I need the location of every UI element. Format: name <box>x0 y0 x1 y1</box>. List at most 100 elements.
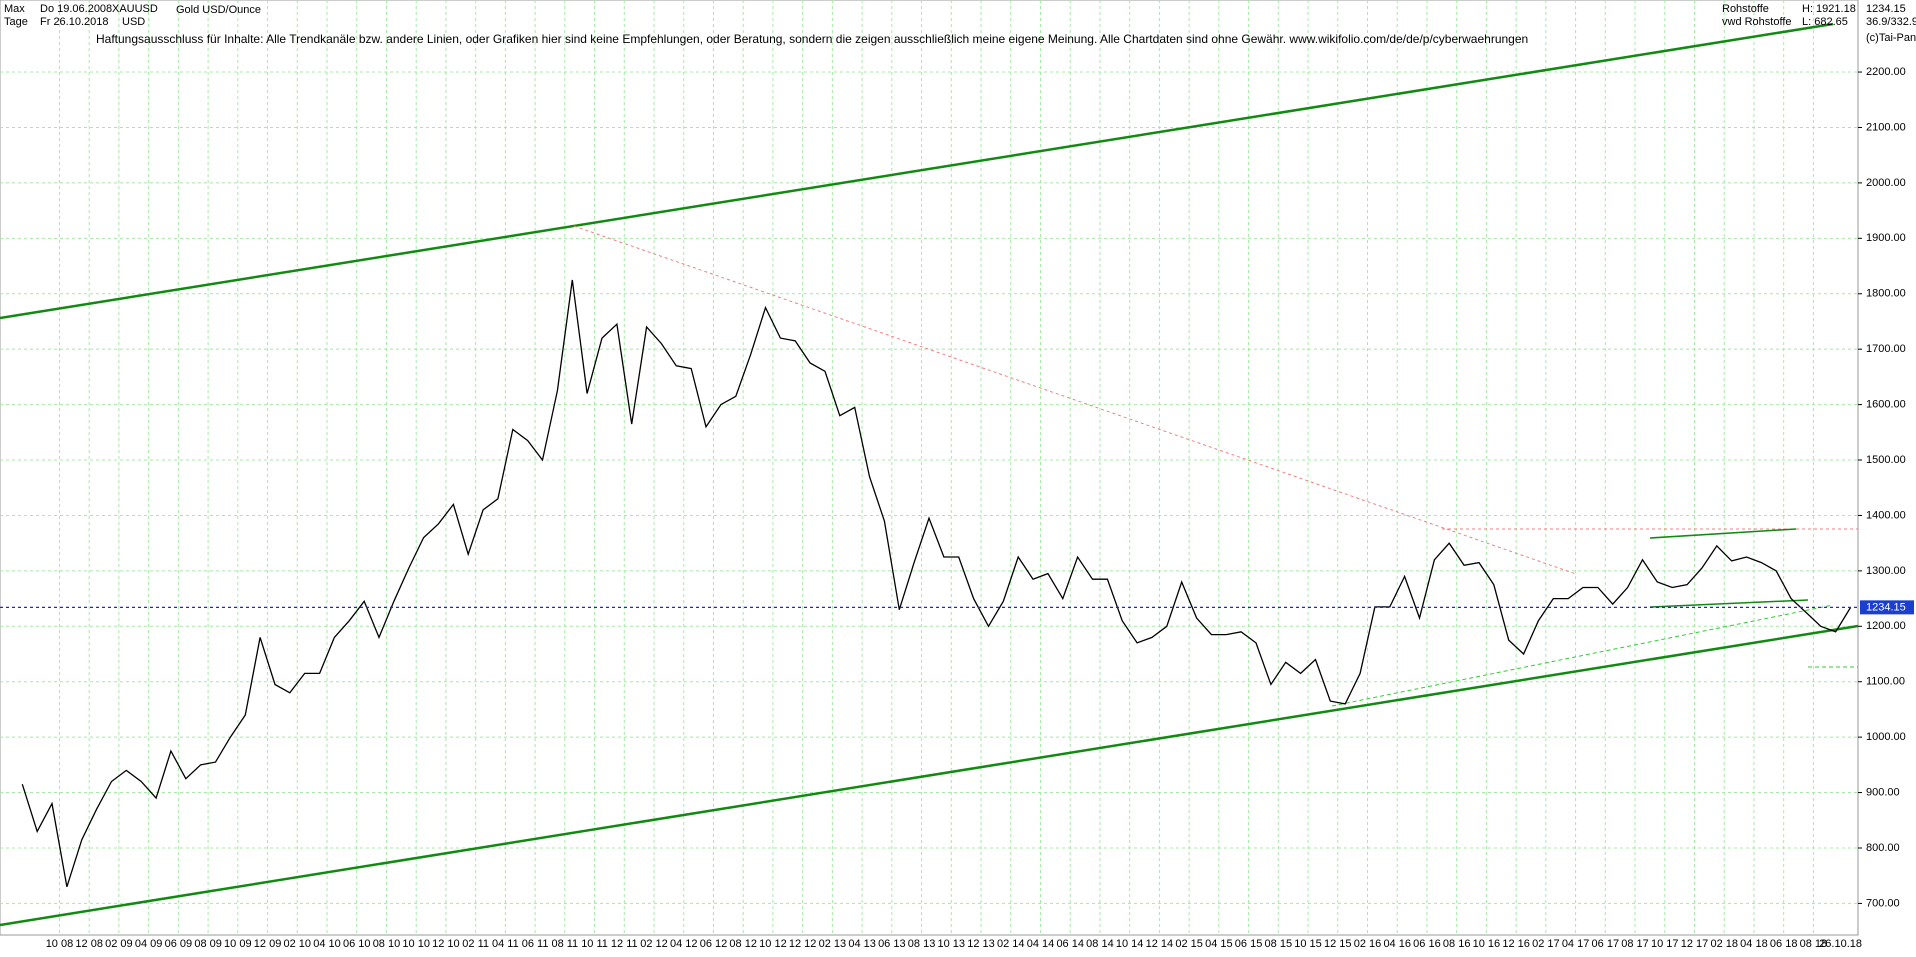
y-tick-label: 900.00 <box>1866 786 1900 798</box>
x-tick-label: 08 12 <box>729 938 757 950</box>
symbol: XAUUSD <box>112 3 158 15</box>
x-tick-label: 12 17 <box>1681 938 1709 950</box>
x-tick-label: 10 11 <box>581 938 608 950</box>
x-tick-label: 10 17 <box>1651 938 1679 950</box>
low: L: 682.65 <box>1802 16 1848 28</box>
y-tick-label: 1800.00 <box>1866 288 1906 300</box>
instrument-name: Gold USD/Ounce <box>176 4 261 16</box>
x-tick-label: 02 10 <box>284 938 312 950</box>
high: H: 1921.18 <box>1802 3 1856 15</box>
channel-lower <box>0 624 1859 927</box>
trend-green <box>1331 604 1834 707</box>
x-tick-label: 06 11 <box>522 938 549 950</box>
x-tick-label: 12 11 <box>611 938 638 950</box>
x-tick-label: 04 14 <box>1027 938 1055 950</box>
x-tick-label: 10 10 <box>402 938 430 950</box>
x-tick-label: 08 17 <box>1621 938 1649 950</box>
last-price-label: 1234.15 <box>1866 601 1906 613</box>
x-tick-label: 10 13 <box>938 938 966 950</box>
wedge-lower <box>1649 599 1809 608</box>
x-tick-label: 10 15 <box>1294 938 1322 950</box>
x-tick-label: 06 09 <box>165 938 193 950</box>
ratio: 36.9/332.9 <box>1866 16 1916 28</box>
group: Rohstoffe <box>1722 3 1769 15</box>
price-line <box>21 279 1852 887</box>
x-tick-label: 02 14 <box>997 938 1025 950</box>
x-tick-label: 04 12 <box>670 938 698 950</box>
x-tick-label: 06 13 <box>878 938 906 950</box>
x-tick-label: 10 09 <box>224 938 252 950</box>
x-tick-label: 04 18 <box>1740 938 1768 950</box>
x-tick-label: 08 18 <box>1800 938 1828 950</box>
x-tick-label: 12 16 <box>1502 938 1530 950</box>
y-tick-label: 2000.00 <box>1866 177 1906 189</box>
x-tick-label: 06 15 <box>1235 938 1263 950</box>
wedge-upper <box>1649 528 1797 539</box>
start-date: Do 19.06.2008 <box>40 3 112 15</box>
y-tick-label: 2200.00 <box>1866 66 1906 78</box>
y-tick-label: 1700.00 <box>1866 343 1906 355</box>
end-short: 26.10.18 <box>1819 938 1862 950</box>
y-tick-label: 1300.00 <box>1866 565 1906 577</box>
grid <box>0 0 1858 935</box>
x-tick-label: 04 10 <box>313 938 341 950</box>
end-date: Fr 26.10.2018 <box>40 16 109 28</box>
y-tick-label: 1000.00 <box>1866 731 1906 743</box>
x-tick-label: 06 10 <box>343 938 371 950</box>
trend-red <box>573 225 1577 575</box>
x-tick-label: 06 14 <box>1056 938 1084 950</box>
x-tick-label: 12 14 <box>1146 938 1174 950</box>
x-tick-label: 06 12 <box>700 938 728 950</box>
x-tick-label: 12 10 <box>432 938 460 950</box>
x-tick-label: 10 08 <box>46 938 74 950</box>
y-tick-label: 800.00 <box>1866 842 1900 854</box>
x-tick-label: 02 11 <box>462 938 489 950</box>
x-tick-label: 08 11 <box>551 938 578 950</box>
x-tick-label: 12 13 <box>967 938 995 950</box>
x-tick-label: 02 09 <box>105 938 133 950</box>
plot-area <box>0 0 1859 936</box>
x-tick-label: 04 17 <box>1562 938 1590 950</box>
x-tick-label: 08 13 <box>908 938 936 950</box>
channel-upper <box>0 22 1834 320</box>
x-tick-label: 12 15 <box>1324 938 1352 950</box>
range: Max <box>4 3 25 15</box>
x-tick-label: 04 15 <box>1205 938 1233 950</box>
x-tick-label: 02 13 <box>819 938 847 950</box>
y-tick-label: 2100.00 <box>1866 121 1906 133</box>
x-tick-label: 12 09 <box>254 938 282 950</box>
x-tick-label: 10 12 <box>759 938 787 950</box>
x-tick-label: 02 16 <box>1354 938 1382 950</box>
x-tick-label: 08 15 <box>1265 938 1293 950</box>
x-tick-label: 12 08 <box>75 938 103 950</box>
x-tick-label: 04 09 <box>135 938 163 950</box>
x-tick-label: 02 18 <box>1710 938 1738 950</box>
x-tick-label: 08 09 <box>194 938 222 950</box>
x-tick-label: 08 14 <box>1086 938 1114 950</box>
x-tick-label: 06 18 <box>1770 938 1798 950</box>
last-price: 1234.15 <box>1866 3 1906 15</box>
y-tick-label: 1100.00 <box>1866 676 1905 688</box>
x-tick-label: 12 12 <box>789 938 817 950</box>
y-tick-label: 700.00 <box>1866 897 1900 909</box>
last-price-box <box>1860 600 1914 615</box>
y-tick-label: 1400.00 <box>1866 509 1906 521</box>
period: Tage <box>4 16 28 28</box>
x-tick-label: 06 16 <box>1413 938 1441 950</box>
x-tick-label: 02 17 <box>1532 938 1560 950</box>
y-tick-label: 1600.00 <box>1866 399 1906 411</box>
trend-lines <box>0 22 1859 927</box>
x-tick-label: 04 13 <box>848 938 876 950</box>
y-tick-label: 1500.00 <box>1866 454 1906 466</box>
source: vwd Rohstoffe <box>1722 16 1792 28</box>
series-layer <box>0 279 1858 887</box>
disclaimer: Haftungsausschluss für Inhalte: Alle Tre… <box>96 32 1528 46</box>
x-tick-label: 04 11 <box>492 938 519 950</box>
x-tick-label: 10 14 <box>1116 938 1144 950</box>
y-tick-label: 1900.00 <box>1866 232 1906 244</box>
x-tick-label: 06 17 <box>1592 938 1620 950</box>
x-tick-label: 02 12 <box>640 938 668 950</box>
x-tick-label: 04 16 <box>1383 938 1411 950</box>
